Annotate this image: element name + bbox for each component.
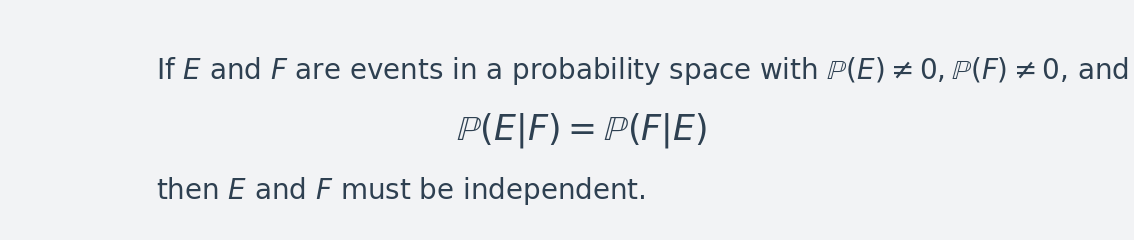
Text: then $\mathbf{\mathit{E}}$ and $\mathbf{\mathit{F}}$ must be independent.: then $\mathbf{\mathit{E}}$ and $\mathbf{… bbox=[155, 175, 645, 207]
Text: $\mathbb{P}(\mathbf{\mathit{E}}|\mathbf{\mathit{F}}) = \mathbb{P}(\mathbf{\mathi: $\mathbb{P}(\mathbf{\mathit{E}}|\mathbf{… bbox=[456, 111, 706, 150]
Text: If $\mathbf{\mathit{E}}$ and $\mathbf{\mathit{F}}$ are events in a probability s: If $\mathbf{\mathit{E}}$ and $\mathbf{\m… bbox=[155, 55, 1128, 87]
